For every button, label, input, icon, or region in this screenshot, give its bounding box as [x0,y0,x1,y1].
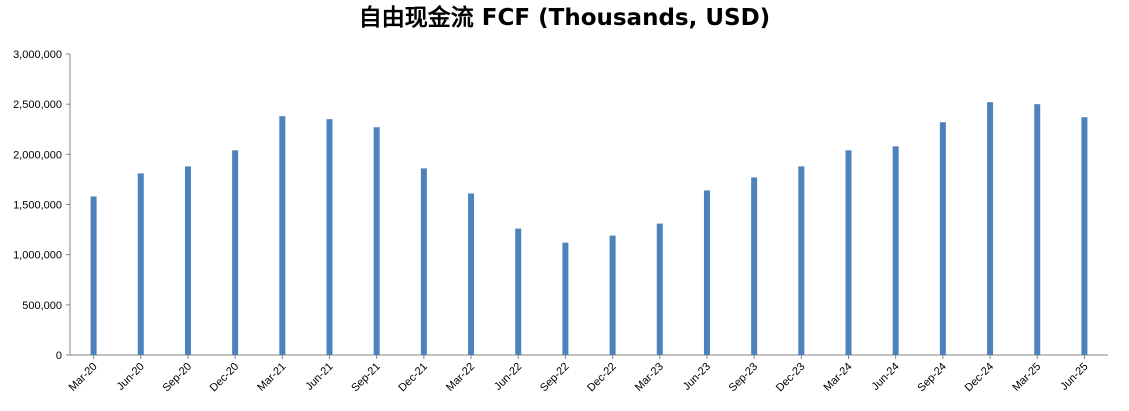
bar [326,119,333,355]
bar [468,193,475,355]
bars [90,102,1088,356]
y-tick-label: 2,500,000 [13,99,62,111]
bar [656,223,663,355]
bar [751,177,758,355]
y-tick-label: 500,000 [22,300,62,312]
x-tick-label: Dec-23 [774,361,808,395]
bar [279,116,286,355]
x-tick-label: Jun-21 [303,361,335,393]
axes [66,53,1108,359]
x-tick-label: Jun-25 [1058,361,1090,393]
x-tick-label: Mar-23 [633,361,666,394]
x-tick-label: Mar-20 [67,361,100,394]
x-tick-label: Sep-24 [915,361,949,395]
x-tick-label: Jun-20 [115,361,147,393]
chart-title: 自由现金流 FCF (Thousands, USD) [358,5,771,31]
x-tick-label: Mar-22 [444,361,477,394]
x-tick-label: Mar-21 [255,361,288,394]
bar [609,235,616,355]
x-tick-label: Mar-25 [1010,361,1043,394]
bar [939,122,946,355]
x-tick-label: Dec-21 [396,361,430,395]
y-tick-label: 0 [56,350,62,362]
x-tick-label: Sep-23 [727,361,761,395]
x-tick-label: Sep-20 [160,361,194,395]
bar [562,242,569,355]
bar [1081,117,1088,356]
bar [1034,104,1041,356]
bar [515,228,522,355]
bar [373,127,380,355]
y-tick-labels: 0 500,000 1,000,000 1,500,000 2,000,000 2,500… [13,49,62,362]
x-tick-label: Mar-24 [821,361,854,394]
x-tick-label: Sep-22 [538,361,572,395]
y-tick-label: 2,000,000 [13,149,62,161]
x-tick-label: Jun-24 [870,361,902,393]
bar [184,166,191,355]
bar [90,196,97,355]
bar [232,150,239,355]
x-tick-label: Dec-20 [208,361,242,395]
x-tick-label: Jun-22 [492,361,524,393]
y-tick-label: 1,500,000 [13,200,62,212]
y-tick-label: 3,000,000 [13,49,62,61]
bar [892,146,899,355]
x-tick-label: Jun-23 [681,361,713,393]
x-tick-labels: Mar-20 Jun-20 Sep-20 Dec-20 Mar-21 Jun-21 Sep-… [67,361,1091,395]
bar [987,102,994,355]
bar [703,190,710,355]
bar [845,150,852,355]
x-tick-label: Dec-24 [963,361,997,395]
bar [798,166,805,355]
bar [420,168,427,355]
y-tick-label: 1,000,000 [13,250,62,262]
bar [137,173,144,355]
x-tick-label: Sep-21 [349,361,383,395]
x-tick-label: Dec-22 [585,361,619,395]
